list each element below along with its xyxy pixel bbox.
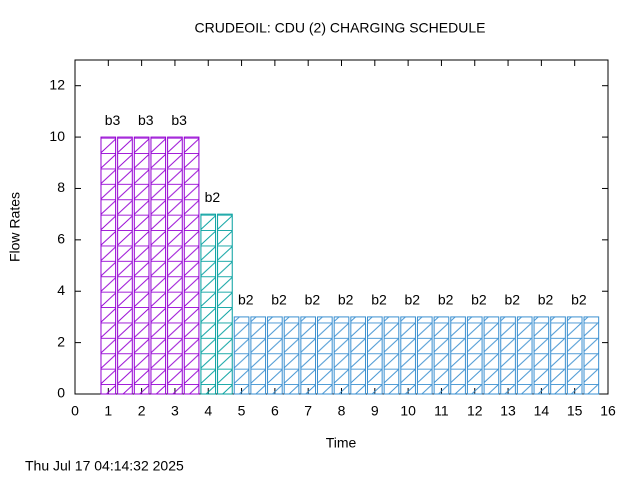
- bar-label: b2: [538, 292, 554, 308]
- x-tick-label: 6: [271, 403, 279, 419]
- bar: [267, 316, 283, 395]
- bar: [466, 316, 483, 395]
- bar: [233, 316, 250, 395]
- y-tick-label: 2: [57, 333, 65, 349]
- bar: [183, 136, 200, 395]
- bar: [516, 316, 533, 395]
- bar: [400, 316, 416, 395]
- bar: [217, 213, 233, 395]
- bar: [200, 213, 217, 395]
- bar-label: b3: [105, 112, 121, 128]
- bar-label: b2: [271, 292, 287, 308]
- bar: [583, 316, 600, 395]
- bar-label: b2: [504, 292, 520, 308]
- x-tick-label: 5: [238, 403, 246, 419]
- bar-label: b2: [371, 292, 387, 308]
- y-tick-label: 8: [57, 179, 65, 195]
- bar: [383, 316, 400, 395]
- bar-label: b2: [471, 292, 487, 308]
- y-tick-label: 4: [57, 282, 65, 298]
- bar: [533, 316, 550, 395]
- x-tick-label: 9: [371, 403, 379, 419]
- x-tick-label: 7: [304, 403, 312, 419]
- bar: [550, 316, 566, 395]
- bar: [300, 316, 317, 395]
- bar-label: b2: [305, 292, 321, 308]
- x-tick-label: 0: [71, 403, 79, 419]
- x-axis-label: Time: [326, 435, 357, 451]
- x-tick-label: 12: [467, 403, 483, 419]
- bar-label: b2: [571, 292, 587, 308]
- bar: [450, 316, 466, 395]
- bar: [350, 316, 366, 395]
- bar-label: b2: [405, 292, 421, 308]
- y-tick-label: 10: [49, 128, 65, 144]
- bar: [317, 316, 333, 395]
- bar: [366, 316, 383, 395]
- bar-label: b2: [205, 189, 221, 205]
- bar: [133, 136, 150, 395]
- bar: [566, 316, 583, 395]
- bar: [100, 136, 117, 395]
- bar: [333, 316, 350, 395]
- bar: [250, 316, 267, 395]
- bar: [416, 316, 433, 395]
- bar-label: b3: [138, 112, 154, 128]
- y-tick-label: 6: [57, 231, 65, 247]
- timestamp: Thu Jul 17 04:14:32 2025: [25, 458, 184, 474]
- x-tick-label: 10: [400, 403, 416, 419]
- y-axis-label: Flow Rates: [7, 192, 23, 262]
- x-tick-label: 16: [600, 403, 616, 419]
- bar: [500, 316, 516, 395]
- bar: [150, 136, 167, 395]
- x-tick-label: 2: [138, 403, 146, 419]
- bar: [283, 316, 300, 395]
- x-tick-label: 1: [104, 403, 112, 419]
- bar: [167, 136, 183, 395]
- x-tick-label: 14: [534, 403, 550, 419]
- bar-label: b3: [171, 112, 187, 128]
- bar-label: b2: [438, 292, 454, 308]
- x-tick-label: 3: [171, 403, 179, 419]
- x-tick-label: 11: [434, 403, 449, 419]
- bar: [483, 316, 500, 395]
- x-tick-label: 4: [204, 403, 212, 419]
- y-tick-label: 0: [57, 385, 65, 401]
- x-tick-label: 13: [500, 403, 516, 419]
- bar-label: b2: [338, 292, 354, 308]
- chart-title: CRUDEOIL: CDU (2) CHARGING SCHEDULE: [195, 20, 486, 36]
- y-tick-label: 12: [49, 76, 65, 92]
- bar: [117, 136, 133, 395]
- x-tick-label: 8: [338, 403, 346, 419]
- bar: [433, 316, 450, 395]
- x-tick-label: 15: [567, 403, 583, 419]
- bar-label: b2: [238, 292, 254, 308]
